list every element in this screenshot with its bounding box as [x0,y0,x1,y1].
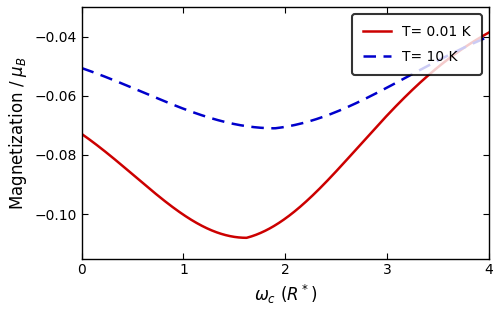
Line: T= 0.01 K: T= 0.01 K [82,33,488,238]
T= 10 K [358,99,364,102]
T= 0.01 K [244,236,250,240]
X-axis label: $\omega_c$ $(R^*)$: $\omega_c$ $(R^*)$ [254,283,317,306]
T= 10 K [258,126,264,130]
T= 10 K [272,126,278,130]
T= 10 K [486,35,492,38]
Line: T= 10 K: T= 10 K [82,37,488,128]
T= 0.01 K [396,101,402,105]
T= 10 K [396,79,402,83]
T= 10 K [404,75,410,79]
T= 0.01 K [404,93,410,97]
T= 0.01 K [78,132,84,136]
T= 0.01 K [244,236,250,240]
Y-axis label: Magnetization / $\mu_B$: Magnetization / $\mu_B$ [7,56,29,210]
T= 10 K [244,124,250,128]
T= 10 K [78,66,84,70]
T= 0.01 K [358,141,364,145]
T= 10 K [120,82,126,86]
T= 0.01 K [258,231,264,234]
T= 0.01 K [486,31,492,34]
Legend: T= 0.01 K, T= 10 K: T= 0.01 K, T= 10 K [352,14,482,75]
T= 0.01 K [120,165,126,168]
